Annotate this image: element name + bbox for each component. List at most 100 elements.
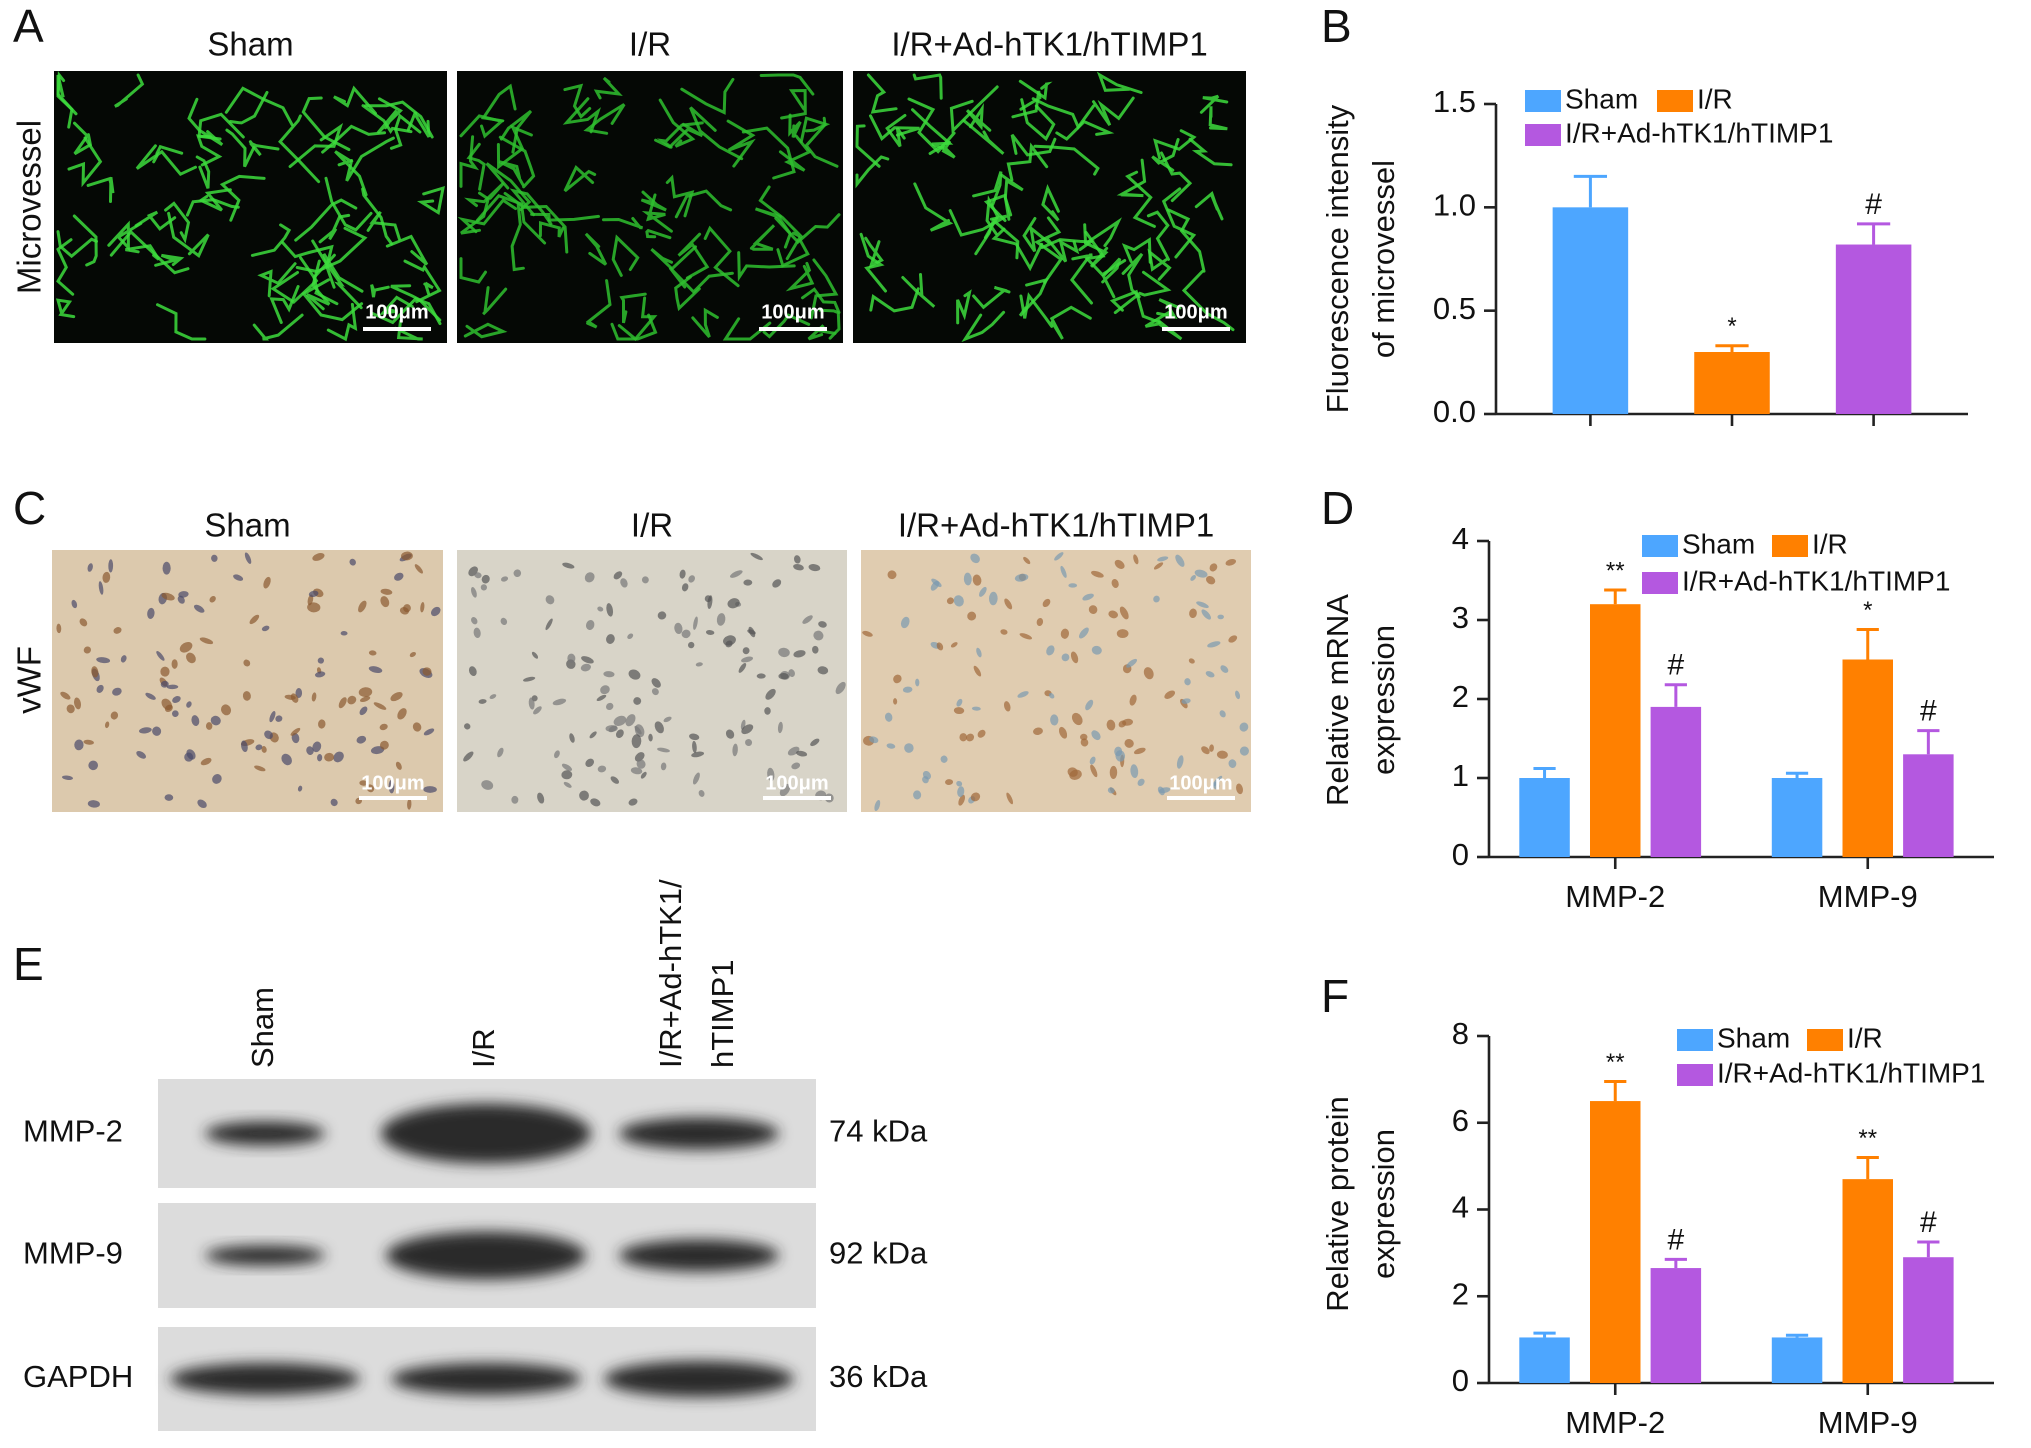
blot-band [619,1239,779,1272]
vessel [379,295,414,316]
cell [791,762,801,770]
cell [936,642,944,651]
cell [884,712,893,722]
vessel [754,207,792,249]
cell [307,602,321,613]
cell [430,606,441,617]
scale-bar-label: 100μm [761,301,824,323]
legend-swatch [1642,572,1678,594]
cell [1069,769,1082,780]
column-label: I/R [631,507,673,544]
cell [1153,562,1164,570]
legend-swatch [1642,535,1678,557]
vessel [485,162,532,211]
cell [687,641,695,649]
cell [778,647,790,658]
vessel [1092,96,1135,127]
cell [900,616,910,629]
cell [663,716,672,723]
blot-band [205,1245,325,1266]
cell [1205,575,1216,585]
vessel [498,135,536,189]
cell [1130,764,1139,779]
cell [950,642,958,648]
y-tick-label: 4 [1452,1190,1469,1225]
cell [692,772,700,785]
cell [263,576,271,589]
cell [953,707,965,715]
cell [423,728,435,736]
vessel [585,279,612,329]
x-tick-label: MMP-9 [1818,1405,1918,1440]
cell [730,570,743,578]
cell [764,707,771,715]
vessel [1156,298,1182,320]
cell [1228,759,1237,768]
significance-label: # [1920,695,1937,728]
cell [211,554,218,562]
vessel [86,176,115,203]
cell [1201,609,1211,620]
cell [693,616,698,630]
cell [380,588,393,595]
panel-letter: C [13,482,46,534]
cell [388,779,395,794]
vessel [901,273,936,308]
cell [1157,556,1169,562]
cell [104,721,110,729]
bar [1552,207,1629,414]
vessel [250,223,292,257]
cell [634,752,645,762]
vessel [321,124,386,154]
cell [1220,665,1229,673]
cell [291,732,300,744]
cell [1137,778,1145,786]
cell [473,627,481,639]
cell [1017,691,1029,698]
cell [423,786,437,793]
cell [318,719,326,729]
stained-image: 100μm [52,550,443,812]
cell [767,767,775,782]
cell [1118,720,1127,728]
cell [209,596,216,603]
vessel [1116,158,1147,198]
bar [1650,1268,1702,1383]
vessel [726,119,756,168]
vessel [864,236,884,269]
cell [368,666,383,674]
vessel [928,140,956,159]
cell [1209,563,1218,572]
cell [862,630,873,637]
size-label: 92 kDa [829,1236,928,1271]
cell [966,733,975,742]
cell [330,798,338,807]
vessel [154,253,185,267]
blot-band [205,1121,325,1146]
cell [1133,554,1139,565]
vessel [55,298,76,319]
cell [817,666,829,675]
cell [531,651,539,659]
cell [810,738,820,747]
significance-label: * [1727,313,1736,340]
cell [1124,738,1134,748]
cell [1000,629,1008,635]
cell [1023,556,1031,565]
cell [1061,653,1070,662]
cell [945,779,954,785]
cell [179,641,193,653]
row-label: Microvessel [11,120,48,294]
cell [963,572,972,586]
vessel [301,96,351,151]
cell [976,647,982,658]
vessel [1181,270,1235,332]
cell [915,678,920,687]
cell [613,715,627,726]
vessel [135,144,197,177]
cell [306,746,314,755]
cell [970,553,980,564]
cell [152,726,162,736]
bar [1771,778,1823,857]
cell [290,693,299,703]
